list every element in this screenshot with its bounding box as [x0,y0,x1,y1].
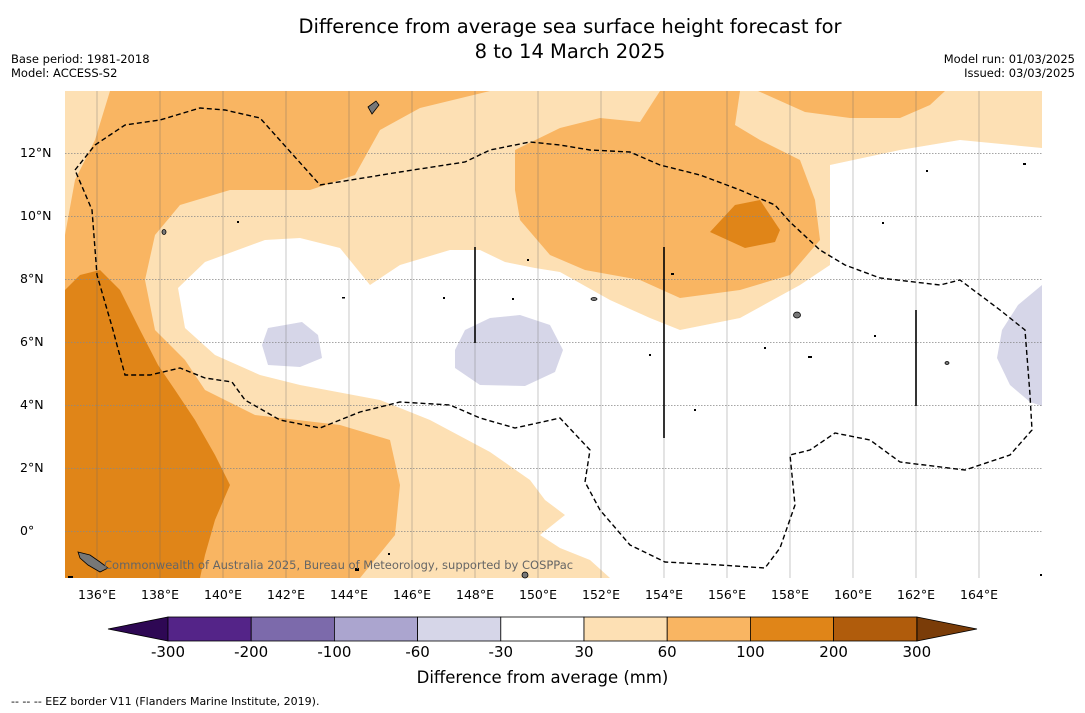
y-tick-label: 0° [20,523,35,538]
x-tick-label: 154°E [644,587,684,602]
colorbar-cell [666,616,751,642]
map-title-line2: 8 to 14 March 2025 [474,40,666,63]
colorbar-label: -200 [234,643,269,661]
colorbar-cells [167,616,918,642]
x-tick-label: 144°E [329,587,369,602]
x-tick-label: 138°E [140,587,180,602]
colorbar-cell [167,616,252,642]
colorbar-label: -30 [488,643,514,661]
y-tick-label: 8°N [20,271,44,286]
x-tick-label: 156°E [707,587,747,602]
footnote: -- -- -- EEZ border V11 (Flanders Marine… [11,695,320,708]
x-tick-label: 158°E [770,587,810,602]
colorbar-label: -300 [150,643,186,661]
x-tick-label: 148°E [455,587,495,602]
field-lavender-1 [262,322,322,367]
eez-border [74,107,1033,569]
credit-text: Commonwealth of Australia 2025, Bureau o… [104,558,574,572]
x-tick-label: 160°E [833,587,873,602]
field-dark-north [710,200,780,248]
colorbar-title: Difference from average (mm) [416,668,669,687]
colorbar-label: -100 [317,643,352,661]
x-tick-label: 150°E [518,587,558,602]
colorbar-label: 200 [819,643,848,661]
colorbar-label: 60 [657,643,677,661]
colorbar-label: 30 [574,643,594,661]
field-white-central [178,238,1042,578]
map-title: Difference from average sea surface heig… [0,14,1085,64]
meta-left: Base period: 1981-2018 Model: ACCESS-S2 [11,52,150,80]
boundary-lines [474,247,917,438]
issued-date: Issued: 03/03/2025 [964,66,1075,80]
meta-right: Model run: 01/03/2025 Issued: 03/03/2025 [944,52,1075,80]
colorbar-label: 100 [736,643,765,661]
field-dark-west [65,270,230,578]
y-tick-label: 6°N [20,334,44,349]
x-tick-label: 152°E [581,587,621,602]
colorbar-extend-low [107,616,169,642]
x-tick-label: 140°E [203,587,243,602]
model-run: Model run: 01/03/2025 [943,52,1075,66]
islands [77,100,950,579]
islets [68,163,1042,578]
colorbar [107,616,978,642]
y-tick-label: 2°N [20,460,44,475]
x-tick-label: 164°E [959,587,999,602]
x-tick-label: 162°E [896,587,936,602]
colorbar-cell [250,616,335,642]
base-period: Base period: 1981-2018 [11,52,150,66]
colorbar-cell [583,616,668,642]
x-tick-label: 146°E [392,587,432,602]
y-tick-label: 12°N [20,145,52,160]
y-tick-label: 10°N [20,208,52,223]
field-lavender-3 [997,285,1042,406]
colorbar-cell [833,616,918,642]
colorbar-label: 300 [902,643,932,661]
model-name: Model: ACCESS-S2 [11,66,118,80]
colorbar-label: -60 [405,643,430,661]
x-tick-label: 136°E [77,587,117,602]
colorbar-cell [417,616,502,642]
map-title-line1: Difference from average sea surface heig… [298,15,842,38]
graticule [65,153,1042,532]
colorbar-cell [333,616,418,642]
y-tick-label: 4°N [20,397,44,412]
field-lavender-2 [455,315,563,386]
x-tick-label: 142°E [266,587,306,602]
colorbar-cell [750,616,835,642]
colorbar-extend-high [916,616,978,642]
field-medium-northeast [758,91,945,118]
map-fields [65,91,1042,578]
colorbar-cell [500,616,585,642]
